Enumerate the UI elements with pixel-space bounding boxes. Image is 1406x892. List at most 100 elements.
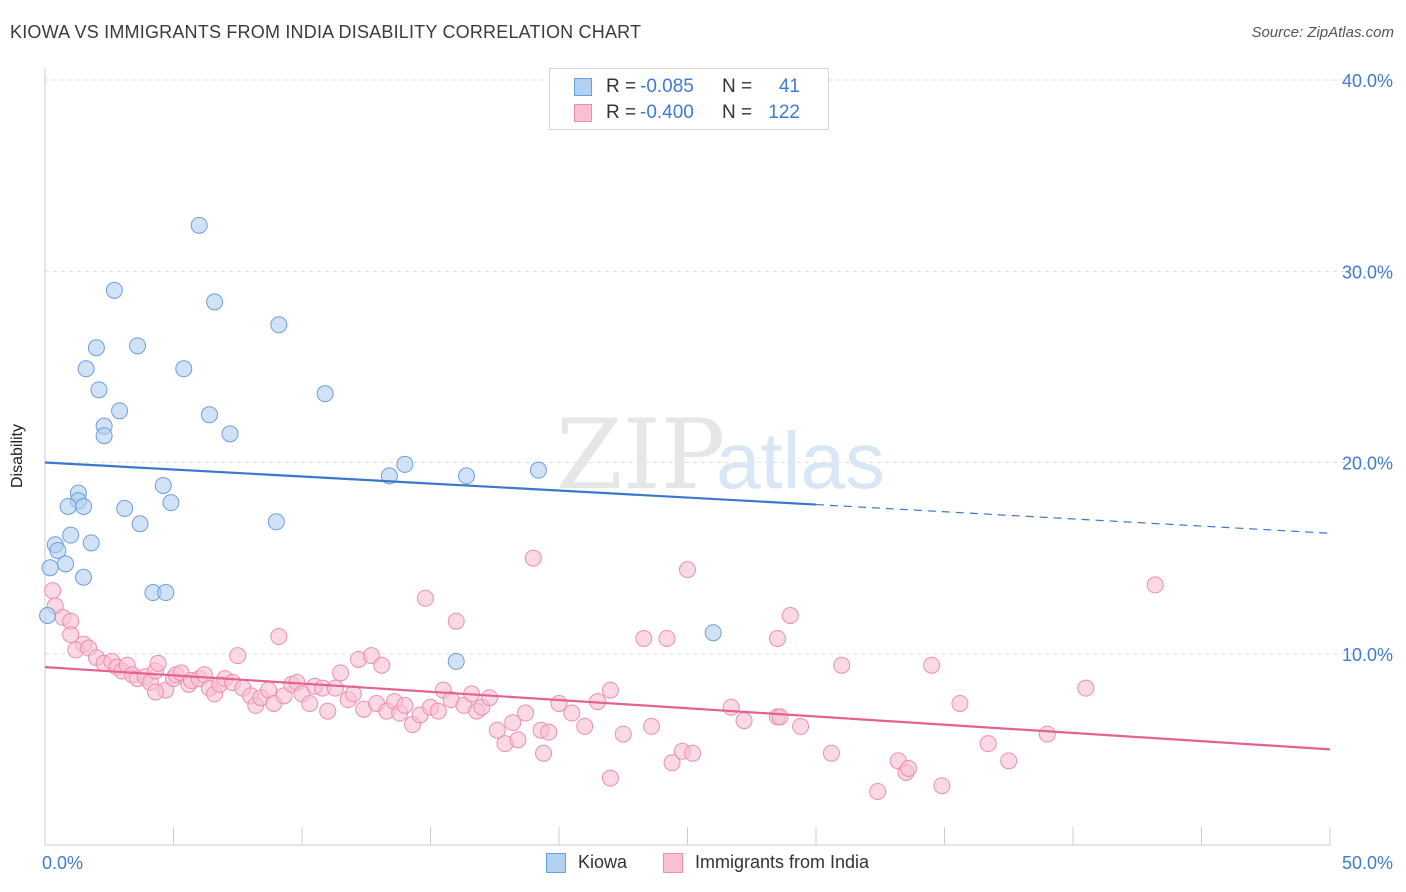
india-point	[504, 714, 522, 732]
n-value: 122	[768, 102, 800, 123]
legend-item-kiowa[interactable]: Kiowa	[546, 852, 627, 873]
india-point	[447, 612, 465, 630]
india-point	[563, 704, 581, 722]
india-point	[44, 582, 62, 600]
india-point	[771, 708, 789, 726]
grid-lines	[45, 79, 1392, 655]
india-point	[319, 702, 337, 720]
india-point	[735, 712, 753, 730]
y-tick-label: 40.0%	[1342, 71, 1393, 91]
kiowa-point	[49, 541, 67, 559]
n-label: N =	[722, 76, 753, 97]
r-value: -0.400	[640, 102, 694, 123]
india-point	[396, 696, 414, 714]
kiowa-point	[447, 652, 465, 670]
kiowa-point	[75, 497, 93, 515]
kiowa-point	[704, 624, 722, 642]
kiowa-point	[221, 425, 239, 443]
india-point	[658, 629, 676, 647]
legend-row-kiowa: R = -0.085 N = 41	[574, 75, 800, 99]
india-point	[1038, 725, 1056, 743]
india-point	[781, 607, 799, 624]
kiowa-point	[39, 607, 57, 624]
india-point	[481, 689, 499, 707]
kiowa-point	[529, 461, 547, 479]
chart-title: KIOWA VS IMMIGRANTS FROM INDIA DISABILIT…	[10, 22, 642, 42]
series-kiowa-points	[39, 216, 722, 670]
kiowa-point	[206, 293, 224, 311]
india-point	[332, 664, 350, 682]
legend-swatch-kiowa	[546, 852, 566, 873]
correlation-legend: R = -0.085 N = 41 R = -0.400 N = 122	[549, 68, 829, 130]
kiowa-point	[111, 402, 129, 420]
india-point	[416, 589, 434, 607]
india-point	[1000, 752, 1018, 770]
kiowa-point	[82, 534, 100, 552]
r-value: -0.085	[640, 76, 694, 97]
legend-item-india[interactable]: Immigrants from India	[663, 852, 869, 873]
kiowa-point	[95, 427, 113, 445]
india-point	[684, 744, 702, 762]
india-point	[147, 683, 165, 701]
india-point	[540, 723, 558, 741]
india-point	[869, 782, 887, 800]
kiowa-point	[129, 337, 147, 355]
india-point	[601, 681, 619, 699]
india-point	[62, 626, 80, 644]
india-point	[326, 679, 344, 697]
kiowa-point	[316, 385, 334, 403]
kiowa-point	[380, 467, 398, 485]
kiowa-point	[162, 494, 180, 512]
india-point	[429, 702, 447, 720]
legend-label-kiowa: Kiowa	[578, 852, 628, 872]
kiowa-point	[154, 476, 172, 494]
series-legend: Kiowa Immigrants from India	[0, 852, 1406, 878]
kiowa-point	[62, 526, 80, 544]
kiowa-point	[59, 497, 77, 515]
india-point	[722, 698, 740, 716]
y-tick-label: 10.0%	[1342, 645, 1393, 665]
india-point	[679, 561, 696, 579]
india-point	[979, 735, 997, 753]
kiowa-point	[200, 406, 218, 424]
india-point	[535, 744, 553, 762]
india-point	[768, 629, 786, 647]
y-tick-label: 20.0%	[1342, 454, 1393, 474]
india-point	[635, 629, 653, 647]
kiowa-point	[157, 584, 175, 602]
india-point	[488, 721, 506, 739]
india-point	[601, 769, 619, 787]
r-label: R =	[606, 102, 637, 123]
n-value: 41	[778, 76, 800, 97]
india-point	[933, 777, 951, 795]
n-label: N =	[722, 102, 753, 123]
india-point	[792, 717, 810, 735]
y-tick-label: 30.0%	[1342, 262, 1393, 282]
watermark: ZIP atlas	[556, 399, 885, 511]
india-point	[923, 656, 941, 674]
india-point	[900, 760, 918, 777]
kiowa-point	[116, 499, 134, 517]
india-point	[509, 731, 527, 749]
x-tick-label: 0.0%	[42, 853, 83, 873]
trend-lines	[44, 461, 1331, 751]
kiowa-point	[77, 360, 95, 378]
kiowa-point	[175, 360, 193, 378]
india-point	[822, 744, 840, 762]
india-point	[643, 717, 661, 735]
kiowa-point	[75, 568, 93, 586]
kiowa-point	[396, 455, 414, 473]
tick-labels: 10.0% 20.0% 30.0% 40.0% 0.0% 50.0%	[42, 71, 1393, 873]
india-point	[373, 656, 391, 674]
kiowa-point	[131, 515, 149, 533]
india-point	[301, 694, 319, 712]
india-point	[1077, 679, 1095, 697]
india-point	[149, 654, 167, 672]
legend-row-india: R = -0.400 N = 122	[574, 101, 800, 125]
kiowa-point	[267, 513, 285, 531]
india-point	[270, 628, 288, 646]
india-point	[833, 656, 851, 674]
kiowa-point	[90, 381, 108, 399]
kiowa-point	[87, 339, 105, 357]
kiowa-point	[457, 467, 475, 485]
